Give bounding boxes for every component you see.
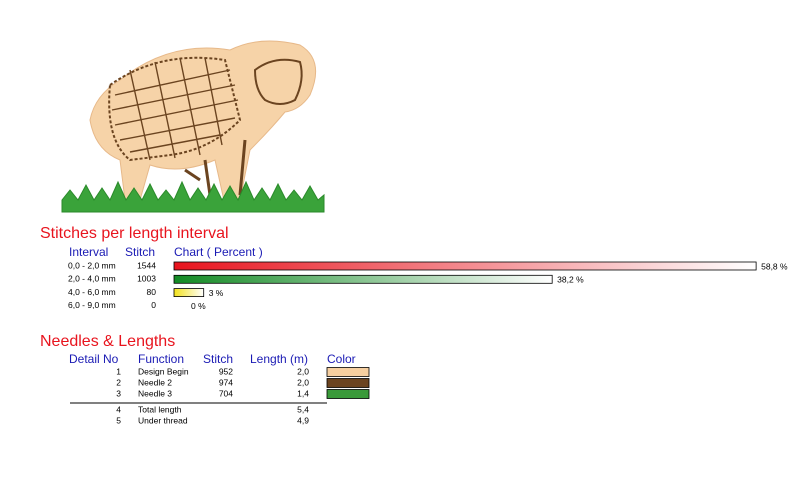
color-swatch [326,389,370,399]
detail-no: 4 [116,404,121,414]
interval: 4,0 - 6,0 mm [68,287,116,297]
detail-no: 5 [116,415,121,425]
interval: 6,0 - 9,0 mm [68,300,116,310]
interval: 2,0 - 4,0 mm [68,274,116,284]
column-header: Color [327,352,356,366]
section-title: Needles & Lengths [40,333,175,350]
stitch-count: 704 [219,388,233,398]
column-header: Chart ( Percent ) [174,245,263,259]
interval: 0,0 - 2,0 mm [68,260,116,270]
percent-label: 58,8 % [761,261,788,271]
length: 2,0 [297,377,309,387]
function: Needle 2 [138,377,172,387]
percent-bar [173,288,205,298]
column-header: Detail No [69,352,119,366]
detail-no: 3 [116,388,121,398]
function: Under thread [138,415,188,425]
length: 1,4 [297,388,309,398]
stitch-count: 0 [151,300,156,310]
column-header: Stitch [203,352,233,366]
percent-label: 0 % [191,301,206,311]
stitch-count: 974 [219,377,233,387]
function: Needle 3 [138,388,172,398]
column-header: Length (m) [250,352,308,366]
percent-bar [173,274,553,284]
function: Total length [138,404,182,414]
percent-bar [173,261,757,271]
color-swatch [326,378,370,388]
stitch-count: 1003 [137,274,156,284]
detail-no: 1 [116,366,121,376]
length: 2,0 [297,366,309,376]
stitch-count: 952 [219,366,233,376]
function: Design Begin [138,366,189,376]
design-preview [61,40,325,213]
column-header: Function [138,352,184,366]
stitch-count: 80 [147,287,157,297]
color-swatch [326,367,370,377]
column-header: Interval [69,245,108,259]
percent-label: 38,2 % [557,275,584,285]
percent-label: 3 % [209,288,224,298]
length: 4,9 [297,415,309,425]
length: 5,4 [297,404,309,414]
section-title: Stitches per length interval [40,225,229,242]
detail-no: 2 [116,377,121,387]
stitch-count: 1544 [137,260,156,270]
column-header: Stitch [125,245,155,259]
